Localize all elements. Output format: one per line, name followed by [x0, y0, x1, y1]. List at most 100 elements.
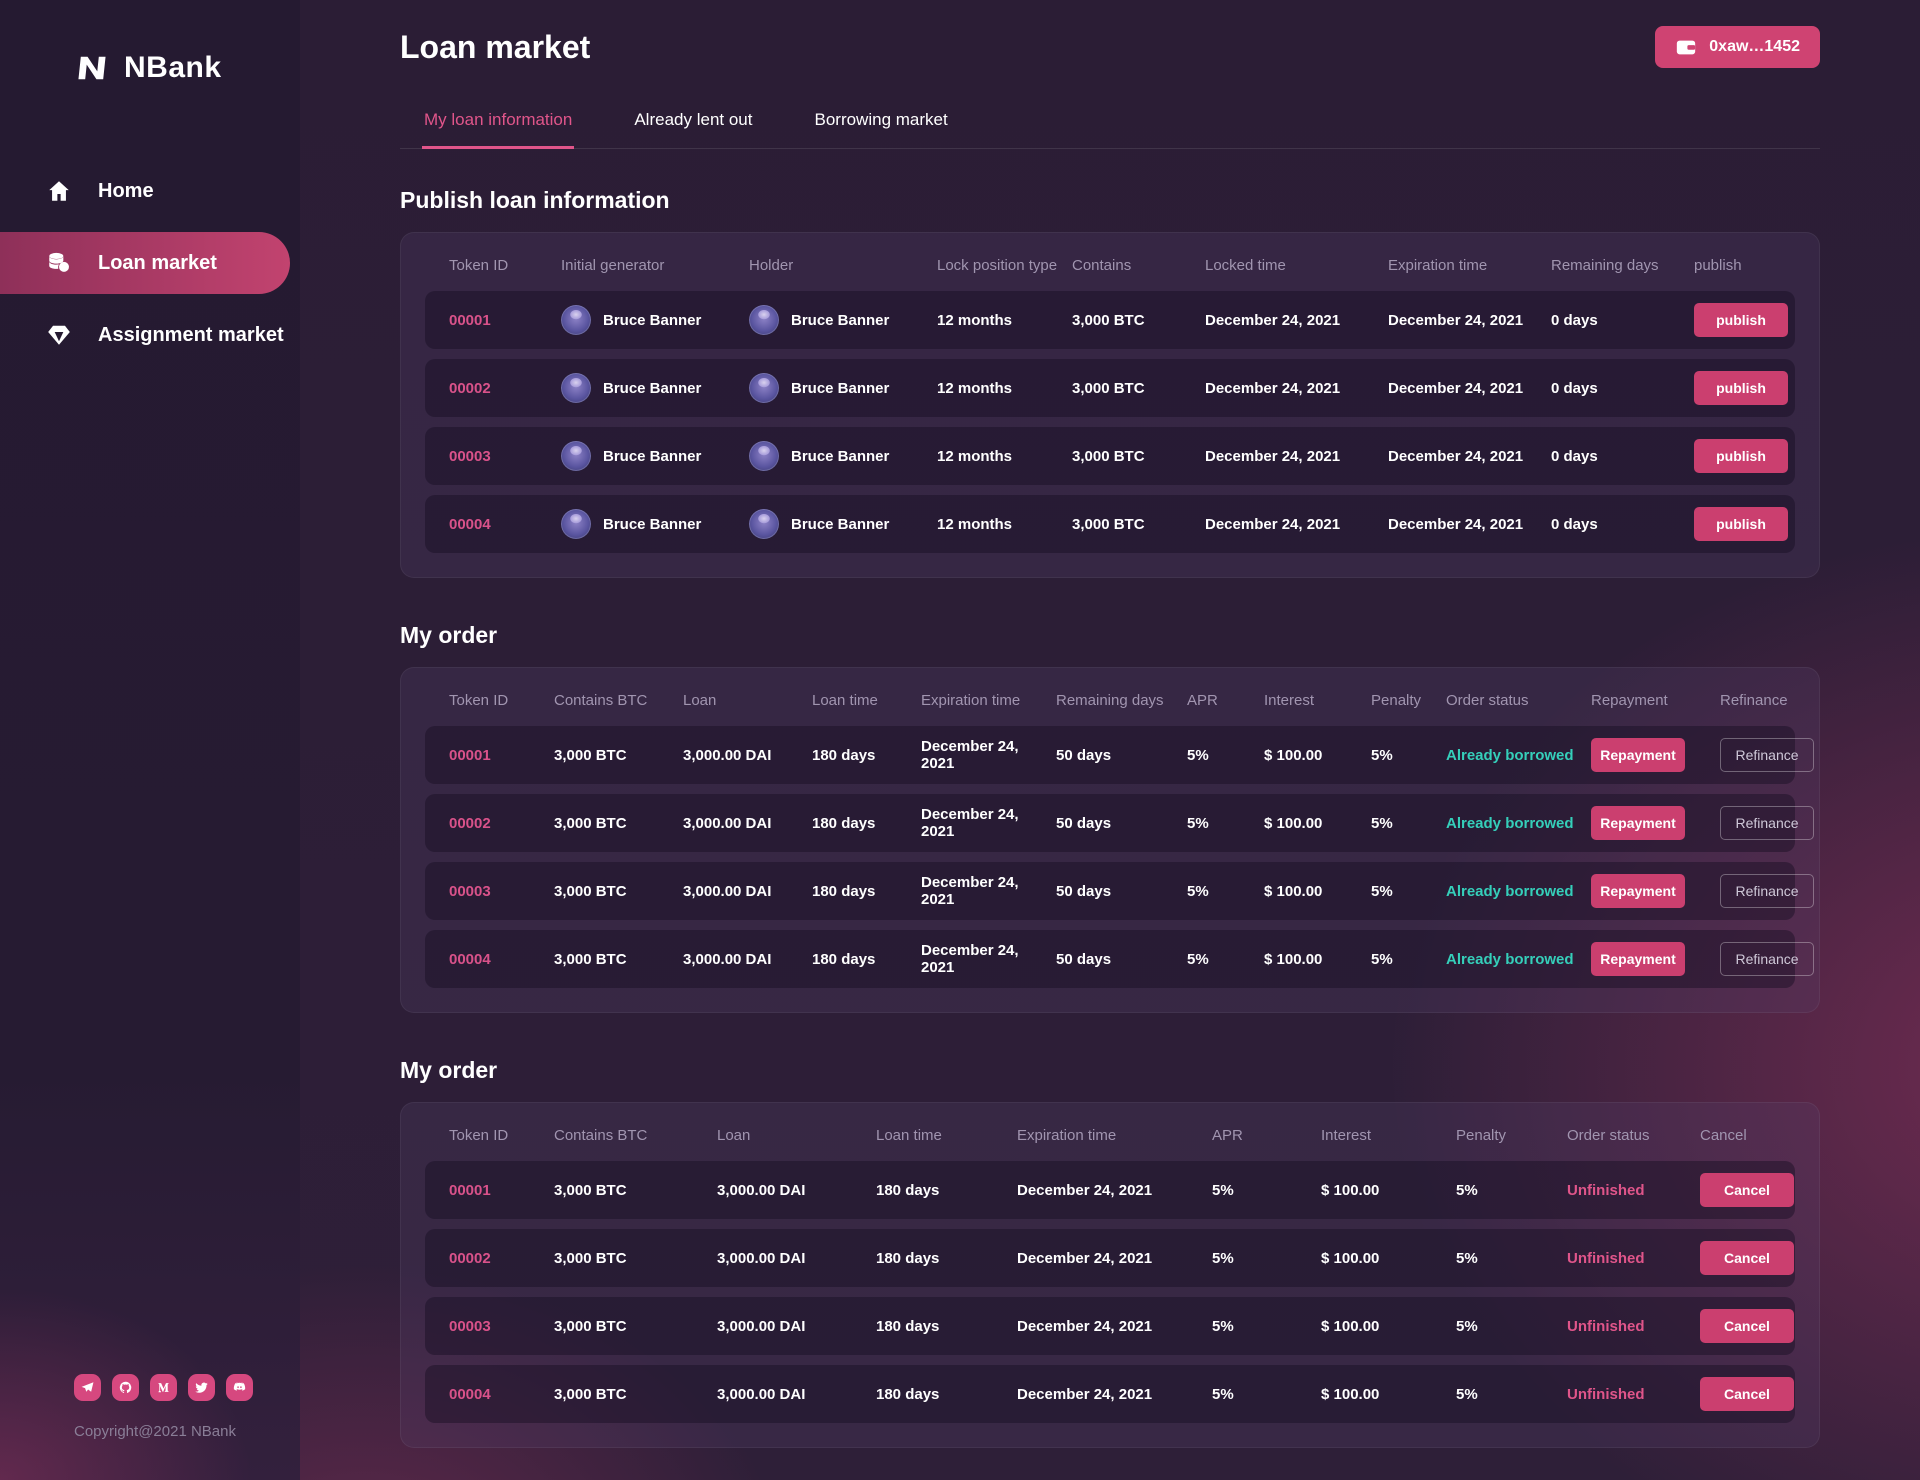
cell-loan: 3,000.00 DAI [717, 1385, 806, 1403]
cell-expiration-time: December 24, 2021 [1017, 1249, 1153, 1267]
cell-locked-time: December 24, 2021 [1205, 379, 1341, 397]
cell-apr: 5% [1212, 1317, 1234, 1335]
cell-contains: 3,000 BTC [1072, 515, 1145, 533]
column-header-penalty: Penalty [1456, 1126, 1507, 1144]
refinance-button[interactable]: Refinance [1720, 738, 1814, 772]
cell-penalty: 5% [1371, 882, 1393, 900]
publish-button[interactable]: publish [1694, 507, 1788, 541]
user-cell: Bruce Banner [561, 509, 741, 539]
column-header-interest: Interest [1264, 691, 1315, 709]
column-header-repayment: Repayment [1591, 691, 1668, 709]
column-header-contains-btc: Contains BTC [554, 1126, 648, 1144]
user-name: Bruce Banner [603, 311, 702, 329]
discord-icon[interactable] [226, 1374, 253, 1401]
token-id-link[interactable]: 00002 [449, 379, 491, 397]
user-name: Bruce Banner [791, 515, 890, 533]
user-cell: Bruce Banner [749, 441, 929, 471]
repayment-button[interactable]: Repayment [1591, 942, 1685, 976]
medium-icon[interactable] [150, 1374, 177, 1401]
table-row: 00003 3,000 BTC 3,000.00 DAI 180 days Decemb… [425, 862, 1814, 920]
tab-borrowing-market[interactable]: Borrowing market [814, 110, 948, 129]
refinance-button[interactable]: Refinance [1720, 942, 1814, 976]
cell-loan-time: 180 days [876, 1317, 940, 1335]
user-cell: Bruce Banner [749, 373, 929, 403]
sidebar-item-assignment-market[interactable]: Assignment market [0, 304, 300, 366]
cancel-button[interactable]: Cancel [1700, 1377, 1794, 1411]
cell-loan-time: 180 days [812, 950, 876, 968]
publish-loan-table: Token ID Initial generator Holder Lock posi… [400, 232, 1820, 578]
column-header-apr: APR [1187, 691, 1218, 709]
cell-expiration-time: December 24, 2021 [1388, 447, 1524, 465]
repayment-button[interactable]: Repayment [1591, 874, 1685, 908]
column-header-order-status: Order status [1446, 691, 1529, 709]
token-id-link[interactable]: 00003 [449, 882, 491, 900]
status-badge: Unfinished [1567, 1385, 1645, 1403]
cell-lock-position-type: 12 months [937, 379, 1013, 397]
column-header-remaining-days: Remaining days [1056, 691, 1164, 709]
cell-interest: $ 100.00 [1264, 814, 1323, 832]
tabs: My loan information Already lent out Borro… [400, 98, 1820, 149]
token-id-link[interactable]: 00004 [449, 1385, 491, 1403]
topbar: Loan market 0xaw…1452 [400, 26, 1820, 68]
github-icon[interactable] [112, 1374, 139, 1401]
refinance-button[interactable]: Refinance [1720, 874, 1814, 908]
token-id-link[interactable]: 00001 [449, 746, 491, 764]
publish-button[interactable]: publish [1694, 303, 1788, 337]
cancel-button[interactable]: Cancel [1700, 1309, 1794, 1343]
token-id-link[interactable]: 00004 [449, 950, 491, 968]
column-header-locked-time: Locked time [1205, 256, 1286, 274]
cancel-button[interactable]: Cancel [1700, 1241, 1794, 1275]
token-id-link[interactable]: 00004 [449, 515, 491, 533]
user-name: Bruce Banner [603, 515, 702, 533]
cell-apr: 5% [1212, 1385, 1234, 1403]
column-header-interest: Interest [1321, 1126, 1372, 1144]
refinance-button[interactable]: Refinance [1720, 806, 1814, 840]
sidebar-nav: Home Loan market Assignment market [0, 160, 300, 366]
cell-contains-btc: 3,000 BTC [554, 1181, 627, 1199]
wallet-button[interactable]: 0xaw…1452 [1655, 26, 1820, 68]
telegram-icon[interactable] [74, 1374, 101, 1401]
publish-button[interactable]: publish [1694, 439, 1788, 473]
token-id-link[interactable]: 00001 [449, 1181, 491, 1199]
cell-expiration-time: December 24, 2021 [921, 738, 1019, 772]
sidebar-footer: Copyright@2021 NBank [0, 1374, 300, 1480]
cell-remaining-days: 0 days [1551, 447, 1598, 465]
cancel-button[interactable]: Cancel [1700, 1173, 1794, 1207]
twitter-icon[interactable] [188, 1374, 215, 1401]
cell-loan: 3,000.00 DAI [717, 1249, 806, 1267]
sidebar-item-home[interactable]: Home [0, 160, 300, 222]
table-row: 00002 3,000 BTC 3,000.00 DAI 180 days Decemb… [425, 1229, 1795, 1287]
token-id-link[interactable]: 00002 [449, 814, 491, 832]
column-header-lock-position-type: Lock position type [937, 256, 1058, 274]
column-header-refinance: Refinance [1720, 691, 1788, 709]
repayment-button[interactable]: Repayment [1591, 806, 1685, 840]
token-id-link[interactable]: 00003 [449, 1317, 491, 1335]
section-title: My order [400, 622, 498, 648]
cell-expiration-time: December 24, 2021 [921, 806, 1019, 840]
my-order-table: Token ID Contains BTC Loan Loan time Expirat… [400, 667, 1820, 1013]
status-badge: Already borrowed [1446, 882, 1574, 900]
token-id-link[interactable]: 00003 [449, 447, 491, 465]
column-header-loan-time: Loan time [812, 691, 878, 709]
repayment-button[interactable]: Repayment [1591, 738, 1685, 772]
cell-contains: 3,000 BTC [1072, 447, 1145, 465]
user-cell: Bruce Banner [561, 305, 741, 335]
coins-icon [49, 252, 69, 272]
cell-loan: 3,000.00 DAI [683, 746, 772, 764]
column-header-publish: publish [1694, 256, 1742, 274]
token-id-link[interactable]: 00002 [449, 1249, 491, 1267]
sidebar-item-loan-market[interactable]: Loan market [0, 232, 290, 294]
token-id-link[interactable]: 00001 [449, 311, 491, 329]
avatar [561, 305, 591, 335]
sidebar-item-label: Home [98, 179, 154, 202]
cell-contains-btc: 3,000 BTC [554, 1317, 627, 1335]
cell-expiration-time: December 24, 2021 [921, 874, 1019, 908]
column-header-initial-generator: Initial generator [561, 256, 665, 274]
section-title: Publish loan information [400, 187, 670, 213]
publish-button[interactable]: publish [1694, 371, 1788, 405]
cell-penalty: 5% [1456, 1181, 1478, 1199]
cell-lock-position-type: 12 months [937, 447, 1013, 465]
tab-my-loan-information[interactable]: My loan information [422, 98, 575, 149]
tab-already-lent-out[interactable]: Already lent out [634, 110, 753, 129]
cell-locked-time: December 24, 2021 [1205, 447, 1341, 465]
